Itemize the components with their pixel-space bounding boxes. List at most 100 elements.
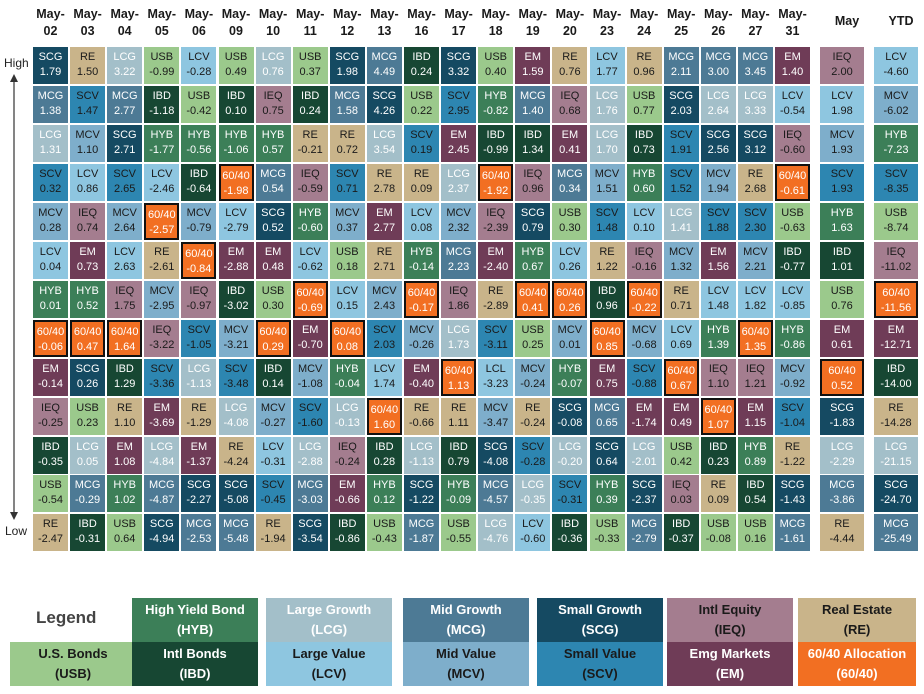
cell-return-value: -8.74	[883, 221, 909, 234]
quilt-cell: SCG 4.26	[366, 85, 402, 123]
cell-return-value: 0.37	[336, 221, 358, 234]
quilt-cell: RE -0.24	[515, 397, 551, 435]
quilt-cell: MCV 2.64	[107, 202, 143, 240]
cell-asset-code: IEQ	[634, 245, 654, 258]
cell-return-value: 1.74	[373, 377, 396, 390]
cell-return-value: 1.79	[39, 66, 62, 78]
quilt-cell: IEQ 1.10	[700, 358, 736, 396]
cell-return-value: -2.27	[186, 494, 212, 507]
cell-return-value: 0.73	[76, 260, 99, 273]
cell-asset-code: MCG	[74, 479, 101, 492]
cell-return-value: -4.84	[149, 455, 175, 468]
quilt-cell: SCV -0.31	[552, 475, 588, 513]
cell-asset-code: HYB	[373, 479, 396, 492]
quilt-cell: IBD 0.24	[404, 47, 439, 84]
quilt-cell: RE -4.44	[820, 514, 864, 552]
quilt-cell: IEQ 0.96	[515, 163, 551, 201]
quilt-cell: SCV 2.95	[441, 85, 477, 123]
cell-return-value: -0.17	[408, 301, 435, 314]
cell-return-value: -7.23	[883, 143, 909, 156]
cell-asset-code: IBD	[709, 440, 728, 453]
cell-return-value: 1.58	[336, 104, 358, 117]
cell-return-value: -11.56	[880, 301, 912, 314]
quilt-cell: IEQ 0.68	[552, 85, 588, 123]
cell-asset-code: MCV	[668, 245, 694, 258]
quilt-cell: IBD 0.54	[737, 475, 773, 513]
cell-return-value: -0.68	[631, 338, 657, 351]
quilt-cell: RE 2.68	[737, 163, 773, 201]
cell-asset-code: LCV	[633, 206, 655, 219]
legend-item: Emg Markets (EM)	[667, 642, 793, 686]
cell-return-value: -0.42	[186, 104, 212, 117]
quilt-cell: RE -0.21	[292, 124, 328, 162]
quilt-cell: SCV -1.60	[292, 397, 328, 435]
cell-asset-code: LCG	[744, 89, 767, 102]
cell-asset-code: RE	[747, 167, 764, 180]
cell-asset-code: MCV	[297, 362, 323, 375]
cell-asset-code: RE	[636, 51, 652, 63]
cell-return-value: -0.86	[334, 533, 360, 546]
quilt-cell: LCV 0.08	[404, 202, 439, 240]
cell-return-value: 0.42	[670, 455, 692, 468]
cell-asset-code: EM	[635, 401, 653, 414]
cell-asset-code: SCV	[373, 323, 396, 336]
cell-asset-code: IBD	[886, 362, 906, 375]
cell-return-value: -0.61	[779, 184, 806, 197]
quilt-cell: USB -0.99	[144, 47, 180, 84]
cell-return-value: 2.64	[113, 221, 136, 234]
cell-return-value: 0.10	[633, 221, 655, 234]
quilt-cell: SCG 0.79	[515, 202, 551, 240]
cell-return-value: 0.22	[410, 104, 433, 117]
quilt-cell: LCV -0.60	[515, 514, 551, 552]
cell-asset-code: EM	[524, 51, 542, 63]
cell-asset-code: MCG	[631, 518, 657, 531]
quilt-cell: SCG -4.94	[144, 514, 180, 552]
cell-asset-code: 60/40	[370, 403, 399, 416]
cell-return-value: 1.64	[113, 340, 136, 353]
cell-return-value: -5.08	[223, 494, 249, 507]
cell-return-value: -1.43	[779, 494, 806, 507]
cell-return-value: 0.01	[39, 299, 62, 312]
cell-asset-code: IBD	[412, 51, 431, 63]
quilt-cell: LCV -0.62	[292, 241, 328, 279]
cell-return-value: 2.65	[113, 182, 136, 195]
cell-asset-code: RE	[191, 401, 207, 414]
cell-asset-code: IBD	[634, 128, 654, 141]
cell-asset-code: SCV	[558, 479, 582, 492]
cell-return-value: -2.46	[149, 182, 175, 195]
cell-return-value: 0.65	[596, 416, 618, 429]
cell-return-value: -0.92	[779, 377, 806, 390]
quilt-cell: SCV 1.91	[663, 124, 699, 162]
quilt-cell: HYB -0.07	[552, 358, 588, 396]
cell-asset-code: MCG	[705, 51, 732, 63]
cell-asset-code: 60/40	[828, 364, 856, 377]
quilt-cell: USB 0.40	[478, 47, 514, 84]
quilt-cell: SCV 1.48	[589, 202, 625, 240]
cell-asset-code: LCV	[151, 167, 173, 180]
cell-asset-code: IBD	[189, 167, 209, 180]
cell-return-value: 3.32	[447, 66, 470, 78]
cell-asset-code: EM	[710, 245, 727, 258]
quilt-cell: LCV -4.60	[874, 47, 918, 84]
quilt-cell: LCG 3.33	[737, 85, 773, 123]
cell-return-value: -6.02	[883, 104, 909, 117]
cell-return-value: -2.79	[223, 221, 249, 234]
cell-return-value: 0.19	[410, 143, 433, 156]
cell-asset-code: MCV	[706, 167, 731, 180]
quilt-cell: MCG 1.58	[329, 85, 365, 123]
cell-return-value: 0.26	[76, 377, 99, 390]
cell-asset-code: 60/40	[110, 325, 139, 338]
cell-asset-code: HYB	[521, 245, 545, 258]
cell-return-value: 0.52	[262, 221, 284, 234]
cell-return-value: 0.69	[670, 338, 692, 351]
date-header: May- 31	[778, 7, 807, 38]
quilt-cell: MCV -0.92	[775, 358, 810, 396]
quilt-cell: USB -0.55	[441, 514, 477, 552]
quilt-cell: HYB 0.67	[515, 241, 551, 279]
cell-asset-code: USB	[669, 440, 693, 453]
cell-asset-code: MCG	[37, 89, 64, 102]
cell-asset-code: 60/40	[556, 286, 584, 299]
cell-asset-code: MCG	[371, 51, 398, 63]
cell-return-value: 0.77	[633, 104, 655, 117]
cell-return-value: 1.82	[744, 299, 767, 312]
